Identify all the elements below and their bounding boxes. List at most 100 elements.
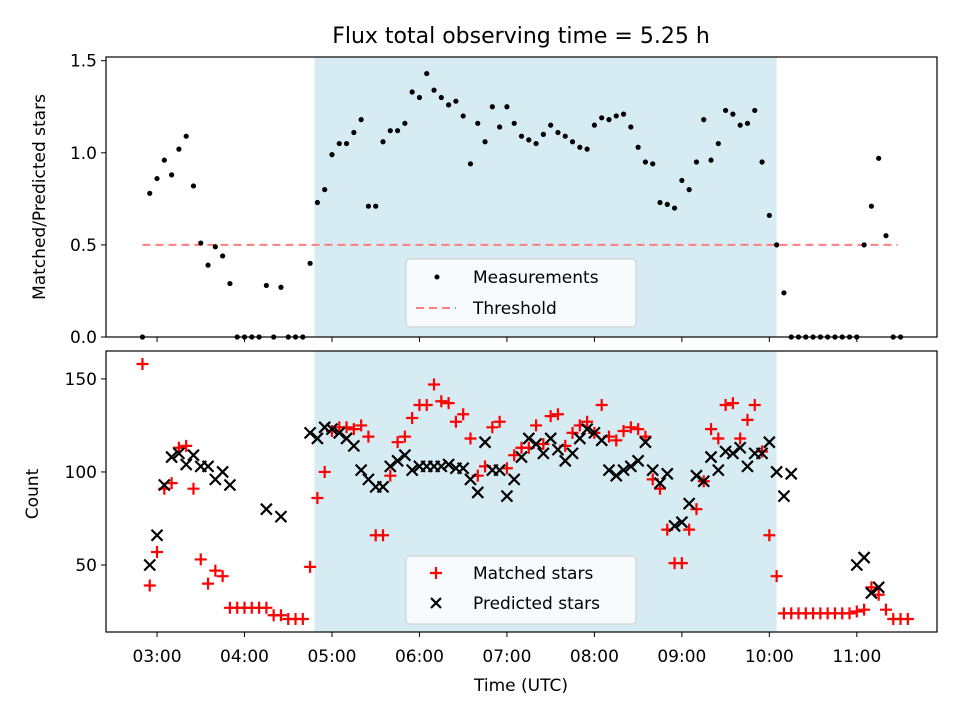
- matched-star-point: [690, 503, 703, 516]
- matched-star-point: [610, 434, 623, 447]
- matched-star-point: [377, 529, 389, 542]
- top-y-tick-label: 0.5: [70, 236, 97, 256]
- x-tick-label: 10:00: [745, 647, 794, 667]
- matched-star-point: [464, 432, 477, 445]
- measurement-point: [169, 172, 175, 178]
- predicted-star-point: [784, 467, 798, 481]
- matched-star-point: [726, 397, 739, 410]
- measurement-point: [628, 124, 634, 130]
- matched-star-point: [493, 415, 506, 428]
- predicted-star-point: [201, 460, 215, 473]
- measurement-point: [314, 199, 320, 206]
- measurement-point: [650, 161, 656, 167]
- top-legend-box: [405, 258, 637, 328]
- top-panel: 0.0 0.5 1.0 1.5 Matched/Predicted stars Mea…: [30, 52, 938, 348]
- matched-star-point: [544, 410, 557, 423]
- matched-star-point: [180, 439, 193, 452]
- measurement-point: [431, 87, 437, 93]
- matched-star-point: [530, 419, 543, 432]
- measurement-point: [759, 159, 765, 165]
- top-y-tick-label: 1.5: [70, 52, 97, 72]
- measurement-point: [416, 94, 423, 101]
- predicted-star-point: [303, 426, 317, 440]
- predicted-star-point: [529, 437, 543, 451]
- measurement-point: [147, 190, 153, 196]
- measurement-point: [198, 240, 204, 246]
- measurement-point: [591, 122, 597, 128]
- measurement-point: [584, 146, 590, 152]
- matched-star-point: [340, 421, 353, 434]
- measurement-point: [387, 128, 393, 134]
- x-tick-label: 08:00: [570, 647, 619, 667]
- measurement-point: [679, 177, 685, 184]
- predicted-star-point: [872, 581, 885, 594]
- predicted-star-point: [165, 450, 178, 464]
- measurement-point: [278, 284, 284, 290]
- matched-star-point: [384, 469, 397, 482]
- predicted-star-point: [726, 447, 740, 460]
- predicted-star-point: [661, 467, 674, 481]
- predicted-star-point: [857, 551, 871, 564]
- measurement-point: [351, 129, 357, 136]
- predicted-star-point: [770, 465, 783, 479]
- matched-star-point: [683, 523, 696, 536]
- matched-star-point: [347, 423, 360, 436]
- predicted-star-point: [697, 474, 711, 488]
- chart-title: Flux total observing time = 5.25 h: [332, 24, 710, 49]
- legend-measurements-label: Measurements: [473, 268, 599, 288]
- measurement-point: [540, 131, 546, 137]
- matched-star-point: [770, 570, 783, 583]
- bottom-y-axis-label: Count: [23, 468, 43, 519]
- measurement-point: [518, 133, 525, 139]
- x-tick-label: 06:00: [395, 647, 444, 667]
- matched-star-point: [318, 465, 331, 478]
- predicted-star-point: [682, 497, 696, 510]
- predicted-star-point: [639, 435, 652, 449]
- predicted-star-point: [376, 480, 390, 494]
- matched-star-point: [194, 553, 207, 566]
- predicted-star-point: [522, 432, 536, 445]
- predicted-star-point: [566, 447, 579, 460]
- measurement-point: [606, 117, 612, 123]
- bottom-y-tick-label: 100: [65, 463, 97, 483]
- measurement-point: [322, 187, 328, 193]
- measurement-point: [737, 122, 743, 128]
- measurement-point: [438, 94, 444, 101]
- measurement-point: [402, 120, 408, 126]
- bottom-x-ticks: 03:00 04:00 05:00 06:00 07:00 08:00 09:00 10:00…: [133, 632, 881, 667]
- x-tick-label: 05:00: [307, 647, 356, 667]
- predicted-star-point: [398, 448, 412, 462]
- matched-star-point: [311, 492, 324, 505]
- predicted-star-point: [464, 473, 477, 486]
- matched-star-point: [209, 564, 222, 577]
- measurement-point: [409, 89, 415, 95]
- predicted-star-point: [865, 586, 878, 600]
- matched-star-points: [136, 358, 914, 625]
- measurement-point: [533, 140, 539, 147]
- matched-star-point: [428, 378, 441, 391]
- predicted-star-point: [690, 469, 703, 482]
- measurement-point: [635, 144, 641, 150]
- predicted-star-point: [405, 463, 419, 477]
- measurement-point: [365, 203, 372, 209]
- matched-star-point: [486, 421, 499, 434]
- legend-measurements-marker: [434, 274, 440, 280]
- predicted-star-point: [741, 460, 754, 473]
- measurement-point: [358, 117, 364, 123]
- predicted-star-point: [493, 463, 506, 477]
- measurement-point: [263, 282, 269, 289]
- matched-star-point: [355, 419, 368, 432]
- predicted-star-point: [704, 450, 718, 464]
- measurement-point: [424, 70, 430, 77]
- measurement-point: [467, 161, 474, 167]
- measurement-point: [489, 104, 495, 110]
- predicted-star-point: [384, 460, 397, 473]
- predicted-star-point: [274, 510, 288, 523]
- measurement-point: [497, 124, 503, 130]
- measurement-point: [190, 183, 197, 189]
- measurement-point: [774, 242, 780, 248]
- matched-star-point: [901, 612, 914, 625]
- predicted-star-point: [172, 447, 186, 460]
- measurement-point: [343, 140, 350, 147]
